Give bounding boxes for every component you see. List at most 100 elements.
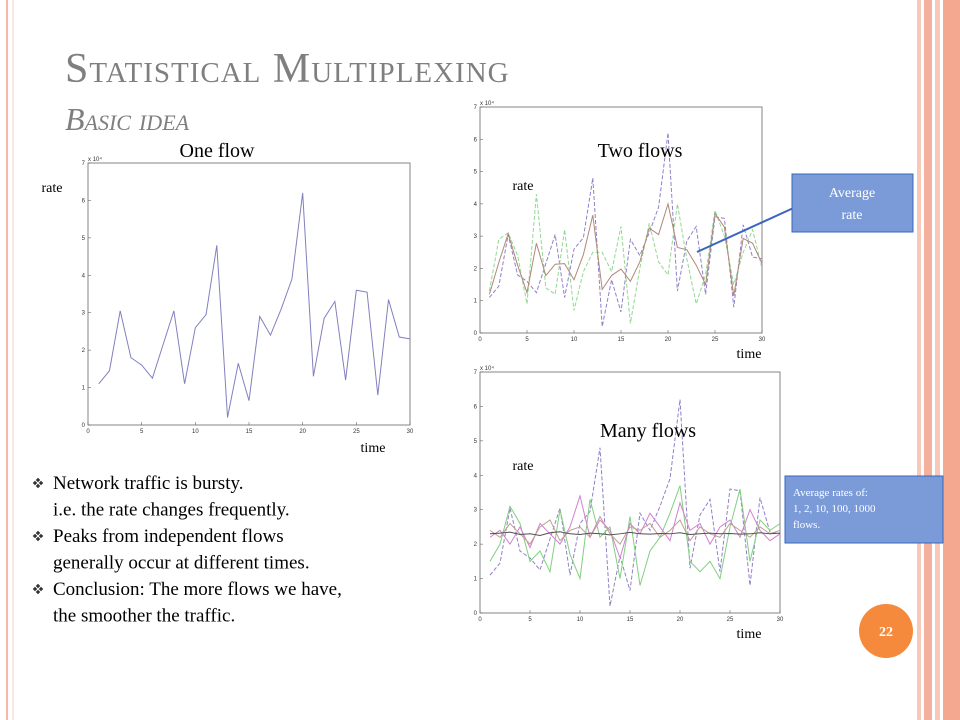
y-tick-label: 0 xyxy=(474,611,478,617)
callout-text: rate xyxy=(842,208,863,223)
y-tick-label: 4 xyxy=(474,473,478,479)
y-tick-label: 1 xyxy=(82,386,86,392)
chart-title: One flow xyxy=(180,140,256,162)
x-tick-label: 30 xyxy=(759,337,766,343)
x-tick-label: 20 xyxy=(677,617,684,623)
bullet-diamond xyxy=(35,536,41,542)
plot-frame xyxy=(479,371,781,614)
y-tick-label: 2 xyxy=(82,348,86,354)
bullet-text: Conclusion: The more flows we have, xyxy=(53,579,342,600)
x-tick-label: 25 xyxy=(727,617,734,623)
y-tick-label: 4 xyxy=(474,202,478,208)
x-tick-label: 0 xyxy=(478,617,482,623)
data-line xyxy=(98,192,411,418)
y-tick-label: 0 xyxy=(474,331,478,337)
y-tick-label: 3 xyxy=(82,311,86,317)
x-tick-label: 10 xyxy=(571,337,578,343)
data-line xyxy=(489,531,781,537)
y-axis-label: rate xyxy=(513,459,534,474)
chart: 0 1 2 3 4 5 6 7 0 5 10 15 20 25 30 x 10⁴ One flow rate tim… xyxy=(42,140,414,456)
bullet-diamond xyxy=(32,533,38,539)
x-tick-label: 20 xyxy=(299,429,306,435)
x-tick-label: 5 xyxy=(140,429,144,435)
bullet-text: Peaks from independent flows xyxy=(53,526,284,547)
bullet-diamond xyxy=(35,530,41,536)
data-line xyxy=(489,485,781,586)
callout-box xyxy=(784,475,944,544)
x-tick-label: 10 xyxy=(192,429,199,435)
y-tick-label: 6 xyxy=(474,137,478,143)
right-stripe xyxy=(935,0,940,720)
slide-subtitle: Basic idea xyxy=(65,101,190,137)
bullet-text: i.e. the rate changes frequently. xyxy=(53,500,290,521)
page-number: 22 xyxy=(879,625,893,640)
y-tick-label: 6 xyxy=(474,404,478,410)
y-tick-label: 5 xyxy=(82,236,86,242)
callout-text: flows. xyxy=(793,519,820,531)
data-line xyxy=(489,515,781,545)
y-tick-label: 5 xyxy=(474,439,478,445)
x-tick-label: 15 xyxy=(246,429,253,435)
data-line xyxy=(488,201,763,296)
x-tick-label: 25 xyxy=(712,337,719,343)
x-tick-label: 30 xyxy=(407,429,414,435)
axis-multiplier: x 10⁴ xyxy=(88,156,102,163)
y-tick-label: 7 xyxy=(82,161,86,167)
y-tick-label: 6 xyxy=(82,198,86,204)
y-axis-label: rate xyxy=(513,179,534,194)
bullet-diamond xyxy=(32,586,38,592)
bullet-text: Network traffic is bursty. xyxy=(53,473,243,494)
x-tick-label: 0 xyxy=(86,429,90,435)
x-tick-label: 5 xyxy=(528,617,532,623)
axis-multiplier: x 10⁴ xyxy=(480,365,494,372)
page-number-badge xyxy=(859,604,913,658)
callout-text: Average xyxy=(829,186,875,201)
y-tick-label: 4 xyxy=(82,273,86,279)
bullet-diamond xyxy=(35,583,41,589)
callout-text: Average rates of: xyxy=(793,487,868,499)
slide-title: Statistical Multiplexing xyxy=(65,46,510,92)
y-tick-label: 1 xyxy=(474,299,478,305)
y-tick-label: 0 xyxy=(82,423,86,429)
y-tick-label: 3 xyxy=(474,234,478,240)
x-tick-label: 20 xyxy=(665,337,672,343)
y-axis-label: rate xyxy=(42,181,63,196)
axis-multiplier: x 10⁴ xyxy=(480,100,494,107)
bullet-text: the smoother the traffic. xyxy=(53,606,235,627)
x-tick-label: 10 xyxy=(577,617,584,623)
callout-pointer xyxy=(696,204,801,253)
x-tick-label: 25 xyxy=(353,429,360,435)
right-stripe xyxy=(924,0,932,720)
y-tick-label: 2 xyxy=(474,542,478,548)
y-tick-label: 1 xyxy=(474,577,478,583)
y-tick-label: 5 xyxy=(474,170,478,176)
x-tick-label: 0 xyxy=(478,337,482,343)
chart-title: Two flows xyxy=(598,140,683,162)
plot-frame xyxy=(87,162,411,426)
callout-text: 1, 2, 10, 100, 1000 xyxy=(793,503,876,515)
right-stripe xyxy=(917,0,921,720)
bullet-diamond xyxy=(38,586,44,592)
bullet-diamond xyxy=(38,533,44,539)
y-tick-label: 2 xyxy=(474,266,478,272)
right-stripe xyxy=(943,0,960,720)
chart: 0 1 2 3 4 5 6 7 0 5 10 15 20 25 30 x 10⁴ Two flows rate ti… xyxy=(474,100,766,362)
chart-title: Many flows xyxy=(600,420,696,442)
bullet-text: generally occur at different times. xyxy=(53,553,310,574)
bullet-icon xyxy=(32,583,44,595)
chart: 0 1 2 3 4 5 6 7 0 5 10 15 20 25 30 x 10⁴ Many flows rate t… xyxy=(474,365,784,642)
bullet-list: Network traffic is bursty. i.e. the rate … xyxy=(32,473,342,627)
y-tick-label: 7 xyxy=(474,370,478,376)
x-axis-label: time xyxy=(737,347,762,362)
x-axis-label: time xyxy=(737,627,762,642)
bullet-diamond xyxy=(35,589,41,595)
x-tick-label: 30 xyxy=(777,617,784,623)
y-tick-label: 3 xyxy=(474,508,478,514)
y-tick-label: 7 xyxy=(474,105,478,111)
x-axis-label: time xyxy=(361,441,386,456)
x-tick-label: 15 xyxy=(627,617,634,623)
x-tick-label: 15 xyxy=(618,337,625,343)
callout-box xyxy=(791,173,914,233)
